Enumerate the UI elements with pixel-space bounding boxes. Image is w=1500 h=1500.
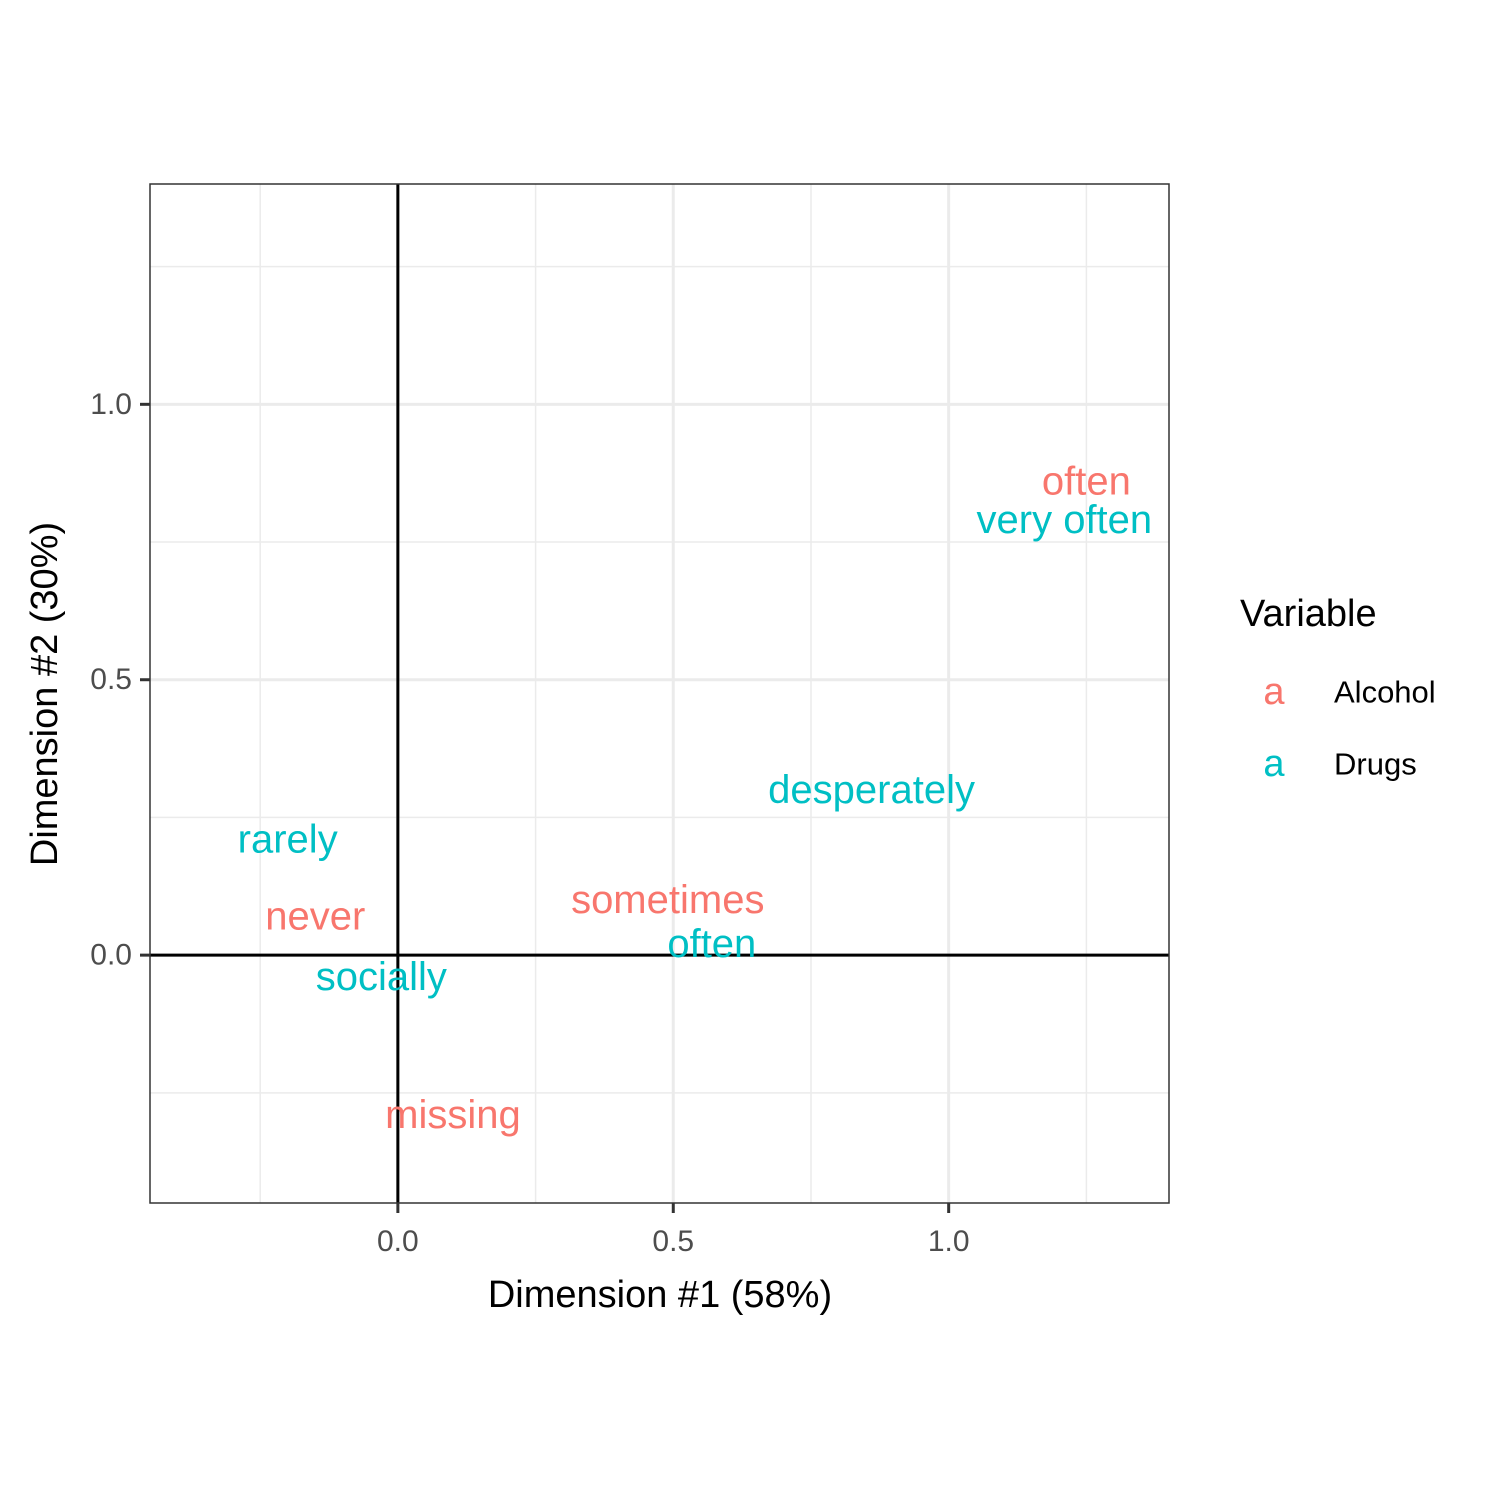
x-tick-label: 0.5	[652, 1225, 694, 1258]
legend: Variable a Alcohol a Drugs	[1240, 593, 1436, 785]
y-axis-title: Dimension #2 (30%)	[24, 522, 66, 866]
plot-panel	[150, 184, 1169, 1203]
y-axis: 0.0 0.5 1.0	[90, 388, 150, 972]
x-tick-label: 1.0	[928, 1225, 970, 1258]
point-label-drugs-rarely: rarely	[238, 817, 338, 861]
x-tick-label: 0.0	[377, 1225, 419, 1258]
point-label-drugs-often: often	[667, 922, 756, 966]
point-label-alcohol-sometimes: sometimes	[571, 878, 764, 922]
point-label-alcohol-never: never	[265, 895, 365, 939]
point-label-alcohol-missing: missing	[385, 1093, 521, 1137]
point-label-drugs-desperately: desperately	[768, 768, 975, 812]
y-tick-label: 0.0	[90, 939, 132, 972]
legend-key-drugs: a	[1263, 743, 1285, 785]
legend-label-drugs: Drugs	[1334, 747, 1417, 782]
legend-title: Variable	[1240, 593, 1377, 635]
minor-gridlines	[150, 184, 1169, 1203]
x-axis-title: Dimension #1 (58%)	[488, 1274, 832, 1316]
y-tick-label: 1.0	[90, 388, 132, 421]
reference-lines	[150, 184, 1169, 1203]
legend-label-alcohol: Alcohol	[1334, 675, 1436, 710]
x-axis: 0.0 0.5 1.0	[377, 1203, 970, 1258]
point-label-drugs-very-often: very often	[977, 498, 1153, 542]
point-label-alcohol-often: often	[1042, 459, 1131, 503]
point-label-drugs-socially: socially	[316, 955, 447, 999]
panel-background	[150, 184, 1169, 1203]
panel-border	[149, 183, 1170, 1204]
y-tick-label: 0.5	[90, 663, 132, 696]
legend-key-alcohol: a	[1263, 671, 1285, 713]
panel-frame	[149, 183, 1170, 1204]
